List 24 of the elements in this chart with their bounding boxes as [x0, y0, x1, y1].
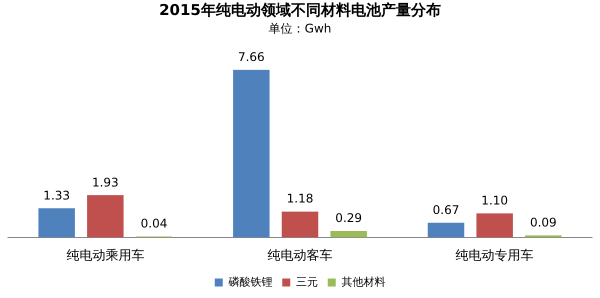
data-label: 1.10 [481, 193, 508, 208]
bar [38, 208, 75, 238]
bar [428, 222, 464, 238]
x-tick-label: 纯电动专用车 [456, 248, 534, 264]
legend-label: 三元 [296, 275, 318, 288]
legend-label: 其他材料 [341, 275, 386, 288]
data-label: 0.04 [140, 216, 168, 231]
bar [233, 70, 270, 238]
bar [87, 195, 124, 238]
legend-label: 磷酸铁锂 [227, 275, 272, 288]
data-label: 0.29 [335, 211, 362, 226]
data-label: 7.66 [238, 50, 265, 64]
x-tick-label: 纯电动客车 [268, 248, 332, 264]
bar [330, 231, 367, 238]
x-tick-label: 纯电动乘用车 [66, 248, 144, 264]
data-label: 1.93 [92, 175, 119, 190]
data-label: 1.18 [286, 192, 314, 206]
data-label: 0.67 [432, 202, 460, 217]
bar [282, 212, 318, 238]
bar [476, 213, 513, 238]
chart-title: 2015年纯电动领域不同材料电池产量分布 [159, 0, 441, 19]
chart-subtitle: 单位：Gwh [268, 21, 332, 36]
data-label: 1.33 [43, 188, 70, 202]
data-label: 0.09 [530, 216, 557, 230]
